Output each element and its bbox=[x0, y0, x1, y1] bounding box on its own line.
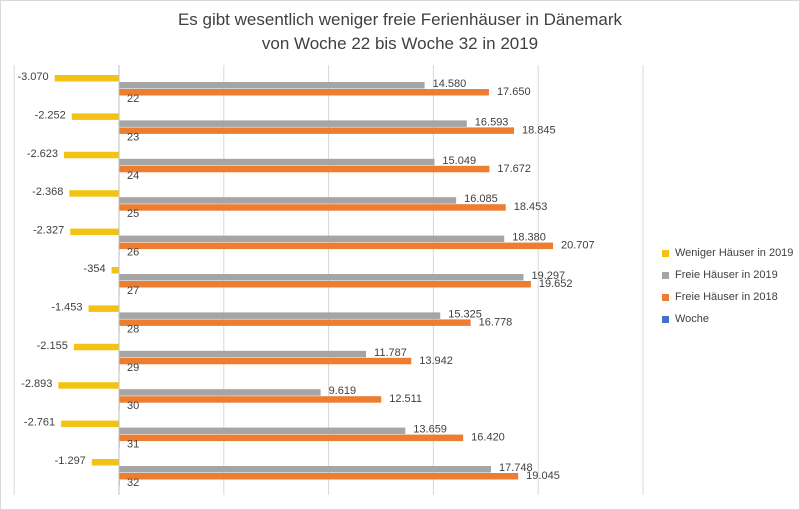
data-label-freie-haeuser-2019: 16.593 bbox=[475, 116, 509, 128]
data-label-freie-haeuser-2019: 16.085 bbox=[464, 193, 498, 205]
bar-freie-haeuser-2018 bbox=[119, 357, 412, 365]
data-label-weniger-haeuser-2019: -1.297 bbox=[55, 455, 86, 467]
data-label-freie-haeuser-2018: 13.942 bbox=[419, 355, 453, 367]
category-label-woche: 26 bbox=[127, 247, 139, 259]
legend-item-freie-haeuser-2019: Freie Häuser in 2019 bbox=[662, 264, 793, 286]
bar-freie-haeuser-2018 bbox=[119, 434, 464, 442]
bar-freie-haeuser-2018 bbox=[119, 127, 514, 134]
data-label-weniger-haeuser-2019: -1.453 bbox=[51, 301, 82, 313]
bar-freie-haeuser-2018 bbox=[119, 204, 506, 211]
bar-freie-haeuser-2019 bbox=[119, 350, 367, 358]
legend-item-freie-haeuser-2018: Freie Häuser in 2018 bbox=[662, 286, 793, 308]
bar-freie-haeuser-2018 bbox=[119, 473, 519, 480]
data-label-weniger-haeuser-2019: -2.623 bbox=[27, 148, 58, 160]
bar-freie-haeuser-2018 bbox=[119, 242, 554, 250]
data-label-weniger-haeuser-2019: -3.070 bbox=[17, 71, 48, 83]
legend-label: Freie Häuser in 2018 bbox=[675, 291, 778, 303]
data-label-freie-haeuser-2018: 19.045 bbox=[526, 470, 560, 482]
data-label-freie-haeuser-2019: 15.325 bbox=[448, 308, 482, 320]
legend-item-weniger-haeuser-2019: Weniger Häuser in 2019 bbox=[662, 242, 793, 264]
bar-weniger-haeuser-2019 bbox=[54, 75, 119, 82]
category-label-woche: 24 bbox=[127, 170, 139, 182]
data-label-freie-haeuser-2018: 16.420 bbox=[471, 432, 505, 444]
data-label-weniger-haeuser-2019: -2.252 bbox=[35, 109, 66, 121]
data-label-weniger-haeuser-2019: -2.761 bbox=[24, 417, 55, 429]
data-label-weniger-haeuser-2019: -354 bbox=[84, 263, 106, 275]
bar-freie-haeuser-2019 bbox=[119, 82, 425, 89]
bar-freie-haeuser-2019 bbox=[119, 427, 406, 435]
legend-swatch-gray bbox=[662, 271, 669, 279]
category-label-woche: 23 bbox=[127, 131, 139, 143]
bar-weniger-haeuser-2019 bbox=[73, 343, 119, 351]
chart-title-line-1: Es gibt wesentlich weniger freie Ferienh… bbox=[177, 10, 623, 29]
legend-label: Freie Häuser in 2019 bbox=[675, 269, 778, 281]
bar-freie-haeuser-2018 bbox=[119, 165, 490, 173]
bar-freie-haeuser-2019 bbox=[119, 389, 321, 396]
data-label-weniger-haeuser-2019: -2.893 bbox=[21, 378, 52, 390]
data-label-freie-haeuser-2018: 12.511 bbox=[389, 393, 422, 405]
bar-freie-haeuser-2018 bbox=[119, 396, 382, 403]
data-label-freie-haeuser-2019: 13.659 bbox=[413, 424, 447, 436]
legend-label: Woche bbox=[675, 313, 710, 325]
bar-weniger-haeuser-2019 bbox=[61, 420, 119, 428]
legend-swatch-blue bbox=[662, 315, 669, 323]
bar-freie-haeuser-2019 bbox=[119, 158, 435, 166]
category-label-woche: 30 bbox=[127, 400, 139, 412]
bar-weniger-haeuser-2019 bbox=[71, 113, 119, 120]
bar-freie-haeuser-2018 bbox=[119, 281, 531, 288]
data-label-freie-haeuser-2018: 17.650 bbox=[497, 86, 531, 98]
bar-freie-haeuser-2018 bbox=[119, 319, 471, 326]
bar-freie-haeuser-2018 bbox=[119, 89, 489, 96]
category-label-woche: 25 bbox=[127, 208, 139, 220]
bar-freie-haeuser-2019 bbox=[119, 312, 441, 319]
legend-label: Weniger Häuser in 2019 bbox=[675, 247, 794, 259]
data-label-freie-haeuser-2019: 17.748 bbox=[499, 462, 533, 474]
data-label-weniger-haeuser-2019: -2.368 bbox=[32, 186, 63, 198]
bar-weniger-haeuser-2019 bbox=[64, 151, 119, 159]
data-label-freie-haeuser-2019: 11.787 bbox=[374, 347, 407, 359]
bar-freie-haeuser-2019 bbox=[119, 235, 505, 243]
category-label-woche: 29 bbox=[127, 362, 139, 374]
bar-freie-haeuser-2019 bbox=[119, 120, 467, 127]
data-label-freie-haeuser-2018: 18.845 bbox=[522, 124, 556, 136]
bar-weniger-haeuser-2019 bbox=[88, 305, 119, 312]
legend-item-woche: Woche bbox=[662, 308, 793, 330]
legend-swatch-orange bbox=[662, 293, 669, 301]
chart-legend: Weniger Häuser in 2019 Freie Häuser in 2… bbox=[662, 242, 793, 330]
data-label-freie-haeuser-2018: 20.707 bbox=[561, 240, 595, 252]
data-label-freie-haeuser-2019: 15.049 bbox=[442, 155, 476, 167]
data-label-freie-haeuser-2019: 19.297 bbox=[531, 270, 565, 282]
data-label-freie-haeuser-2019: 9.619 bbox=[329, 385, 357, 397]
chart-title: Es gibt wesentlich weniger freie Ferienh… bbox=[0, 8, 800, 56]
bar-freie-haeuser-2019 bbox=[119, 197, 457, 204]
data-label-freie-haeuser-2019: 14.580 bbox=[433, 78, 467, 90]
legend-swatch-yellow bbox=[662, 249, 669, 257]
category-label-woche: 27 bbox=[127, 285, 139, 297]
chart-title-line-2: von Woche 22 bis Woche 32 in 2019 bbox=[261, 34, 539, 53]
bar-weniger-haeuser-2019 bbox=[111, 267, 119, 274]
category-label-woche: 22 bbox=[127, 93, 139, 105]
data-label-freie-haeuser-2018: 16.778 bbox=[479, 316, 513, 328]
bar-weniger-haeuser-2019 bbox=[58, 382, 119, 389]
category-label-woche: 31 bbox=[127, 439, 139, 451]
data-label-weniger-haeuser-2019: -2.327 bbox=[33, 225, 64, 237]
data-label-freie-haeuser-2018: 18.453 bbox=[514, 201, 548, 213]
data-label-freie-haeuser-2018: 17.672 bbox=[497, 163, 531, 175]
bar-weniger-haeuser-2019 bbox=[69, 190, 119, 197]
data-label-weniger-haeuser-2019: -2.155 bbox=[37, 340, 68, 352]
bar-weniger-haeuser-2019 bbox=[91, 459, 119, 466]
data-label-freie-haeuser-2019: 18.380 bbox=[512, 232, 546, 244]
data-label-freie-haeuser-2018: 19.652 bbox=[539, 278, 573, 290]
category-label-woche: 28 bbox=[127, 323, 139, 335]
bar-weniger-haeuser-2019 bbox=[70, 228, 119, 236]
bar-freie-haeuser-2019 bbox=[119, 274, 524, 281]
category-label-woche: 32 bbox=[127, 477, 139, 489]
bar-freie-haeuser-2019 bbox=[119, 466, 491, 473]
